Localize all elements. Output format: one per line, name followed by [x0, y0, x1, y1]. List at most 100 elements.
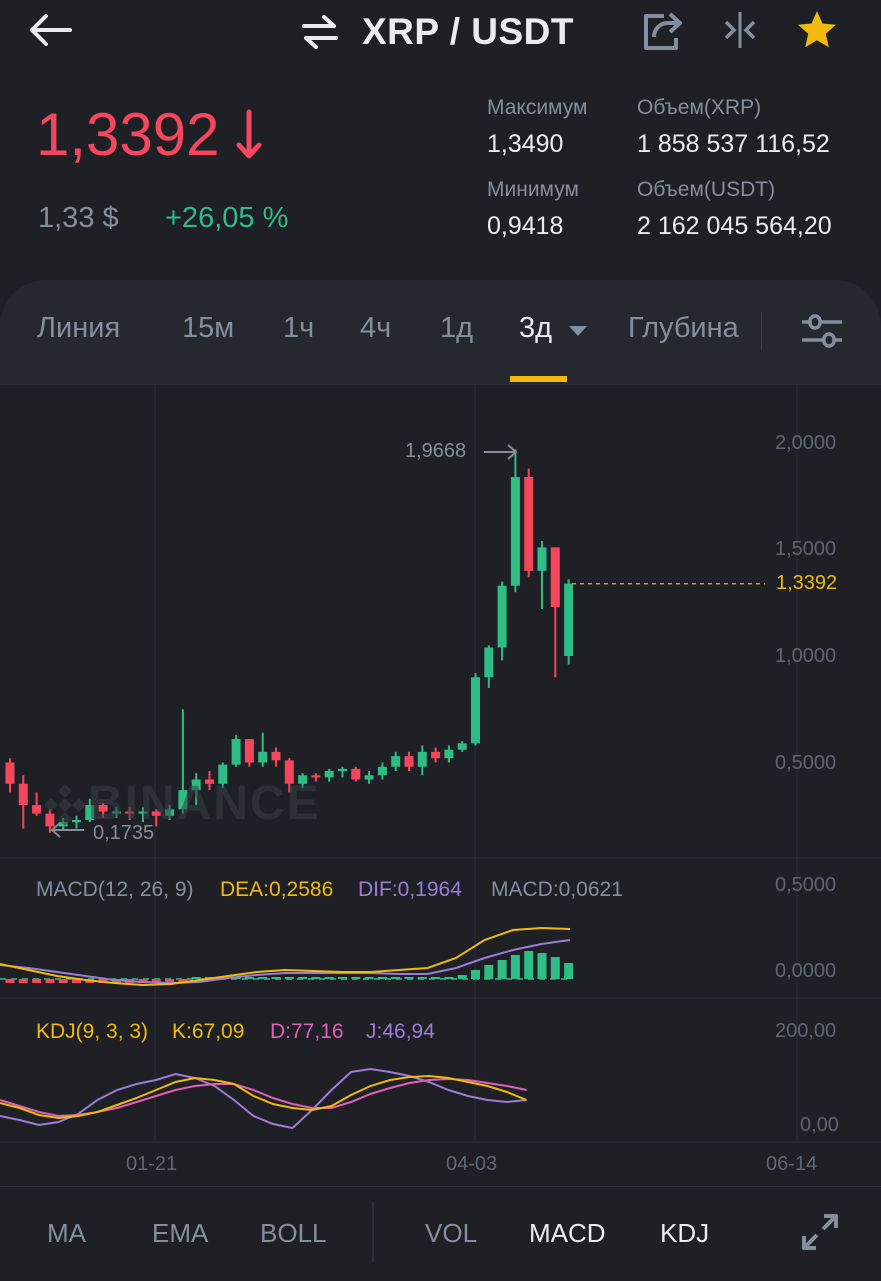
candle-body — [98, 805, 108, 812]
macd-histogram-bar — [191, 977, 201, 979]
indicator-kdj-button[interactable]: KDJ — [660, 1218, 710, 1248]
macd-histogram-bar — [524, 951, 534, 979]
candle-body — [377, 766, 387, 776]
candle-body — [218, 764, 228, 784]
back-arrow-icon[interactable] — [26, 10, 74, 50]
low-value: 0,9418 — [487, 212, 564, 240]
candle-body — [497, 585, 507, 648]
candle-body — [417, 751, 427, 767]
low-marker-label: 0,1735 — [93, 822, 155, 844]
kdj-params: KDJ(9, 3, 3) — [36, 1020, 149, 1043]
favorite-star-icon[interactable] — [795, 8, 839, 52]
candle-body — [391, 756, 401, 767]
share-icon[interactable] — [640, 8, 684, 52]
x-axis-label: 04-03 — [446, 1153, 498, 1175]
fullscreen-icon[interactable] — [800, 1212, 840, 1252]
tab-divider — [761, 312, 762, 350]
volume-base-value: 1 858 537 116,52 — [637, 130, 830, 158]
macd-histogram-bar — [271, 977, 281, 979]
candlestick-chart[interactable] — [0, 384, 881, 1184]
price-change: +26,05 % — [165, 202, 289, 234]
macd-histogram-bar — [151, 979, 161, 983]
macd-histogram-bar — [484, 965, 494, 979]
macd-params: MACD(12, 26, 9) — [36, 878, 194, 901]
candle-body — [324, 771, 334, 778]
candle-body — [510, 477, 520, 586]
volume-quote-value: 2 162 045 564,20 — [637, 212, 832, 240]
pair-name: XRP / USDT — [362, 11, 574, 52]
tab-depth[interactable]: Глубина — [628, 312, 739, 344]
candle-body — [165, 809, 175, 816]
tab-4h[interactable]: 4ч — [360, 312, 392, 344]
high-marker-arrow — [484, 444, 518, 460]
kdj-d: D:77,16 — [270, 1020, 344, 1043]
macd-dea: DEA:0,2586 — [220, 878, 334, 901]
candle-body — [404, 756, 414, 767]
tab-15m[interactable]: 15м — [182, 312, 235, 344]
candle-body — [111, 811, 121, 814]
candle-body — [258, 751, 268, 763]
macd-histogram-bar — [550, 957, 560, 979]
tab-3d[interactable]: 3д — [519, 312, 552, 345]
candle-body — [271, 751, 281, 761]
indicator-ma-button[interactable]: MA — [47, 1218, 86, 1248]
chart-panel — [0, 280, 881, 1280]
candle-body — [191, 779, 201, 791]
tab-3d-label: 3д — [519, 312, 553, 344]
volume-quote-label: Объем(USDT) — [637, 178, 776, 201]
macd-dif-line — [0, 939, 571, 985]
candle-body — [311, 775, 321, 778]
y-axis-label: 1,5000 — [775, 538, 837, 560]
pair-selector[interactable]: XRP / USDT — [300, 6, 574, 58]
kdj-j: J:46,94 — [366, 1020, 435, 1043]
volume-base-label: Объем(XRP) — [637, 96, 762, 119]
macd-histogram-bar — [258, 977, 268, 979]
candle-body — [18, 783, 28, 806]
macd-histogram-bar — [58, 979, 68, 983]
compare-icon[interactable] — [718, 8, 762, 52]
binance-logo-icon — [44, 783, 86, 826]
tab-1d[interactable]: 1д — [440, 312, 474, 344]
kdj-y-axis-label: 0,00 — [800, 1114, 839, 1136]
candle-body — [205, 779, 214, 784]
candle-body — [431, 751, 441, 759]
macd-dea-line — [0, 926, 571, 987]
macd-histogram-bar — [32, 979, 42, 983]
indicator-boll-button[interactable]: BOLL — [260, 1218, 327, 1248]
candle-body — [564, 583, 574, 656]
chart-settings-icon[interactable] — [800, 312, 844, 352]
macd-histogram-bar — [338, 977, 347, 979]
high-value: 1,3490 — [487, 130, 564, 158]
indicator-ema-button[interactable]: EMA — [152, 1218, 209, 1248]
macd-histogram-bar — [444, 977, 454, 979]
macd-value: MACD:0,0621 — [491, 878, 623, 901]
y-axis-label: 0,5000 — [775, 752, 837, 774]
kdj-j-line — [0, 1067, 527, 1130]
last-price: 1,3392 — [36, 100, 264, 169]
y-axis-label: 2,0000 — [775, 432, 837, 454]
macd-y-axis-label: 0,5000 — [775, 874, 837, 896]
candle-body — [444, 749, 454, 759]
top-bar — [0, 0, 881, 70]
watermark-text: BINANCE — [88, 777, 321, 830]
candle-body — [125, 811, 135, 814]
tab-line[interactable]: Линия — [37, 312, 121, 344]
candle-body — [298, 775, 308, 784]
current-price-tag: 1,3392 — [776, 572, 838, 594]
macd-histogram-bar — [431, 977, 441, 979]
tab-1h[interactable]: 1ч — [283, 312, 315, 344]
candle-body — [178, 790, 188, 810]
x-axis-label: 06-14 — [766, 1153, 818, 1175]
swap-icon — [302, 15, 338, 49]
kdj-k: K:67,09 — [172, 1020, 245, 1043]
indicator-macd-button[interactable]: MACD — [529, 1218, 606, 1248]
candle-body — [72, 820, 81, 823]
price-down-arrow-icon — [236, 109, 262, 158]
candle-body — [58, 822, 68, 827]
macd-dif: DIF:0,1964 — [358, 878, 462, 901]
macd-histogram-bar — [18, 979, 28, 983]
candle-body — [244, 739, 254, 763]
candle-body — [457, 743, 467, 750]
indicator-vol-button[interactable]: VOL — [425, 1218, 478, 1248]
caret-down-icon[interactable] — [568, 324, 588, 338]
